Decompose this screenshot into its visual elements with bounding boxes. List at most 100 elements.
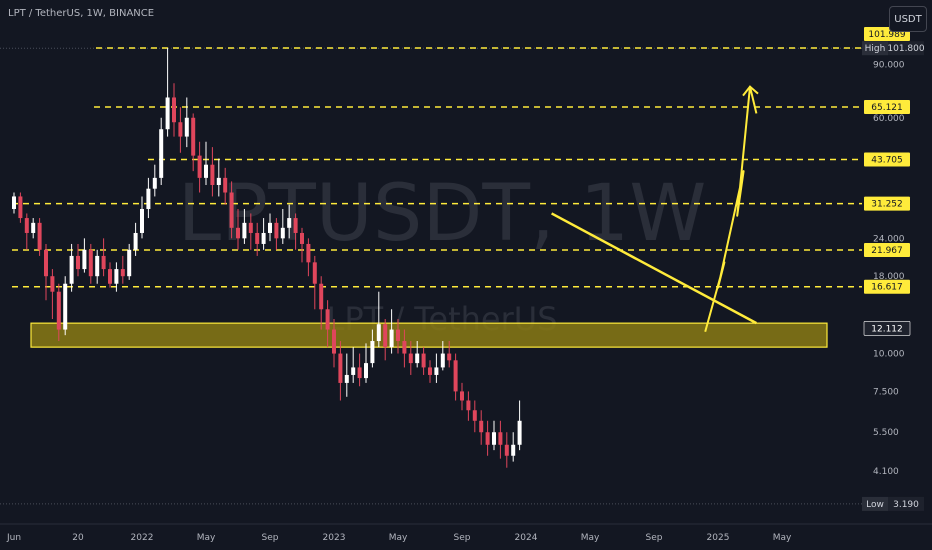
candle-body bbox=[178, 122, 183, 137]
candle-body bbox=[114, 269, 119, 284]
candle-body bbox=[69, 255, 74, 284]
candle-body bbox=[223, 177, 228, 193]
candle-body bbox=[293, 218, 298, 233]
candle-body bbox=[428, 367, 432, 375]
candle-body bbox=[101, 255, 106, 270]
price-tag-text: Low bbox=[866, 500, 884, 510]
price-tag-text: High bbox=[865, 44, 886, 54]
candle-body bbox=[325, 309, 330, 330]
candle-body bbox=[280, 227, 285, 239]
time-axis-tick-label: May bbox=[773, 533, 792, 543]
price-tag-text: 101.800 bbox=[887, 44, 924, 54]
price-tag-text: 101.989 bbox=[868, 30, 905, 40]
candle-body bbox=[492, 432, 496, 445]
candle-body bbox=[472, 410, 477, 421]
candle-body bbox=[37, 222, 42, 250]
candle-body bbox=[370, 341, 375, 364]
candle-body bbox=[88, 249, 93, 277]
candle-body bbox=[408, 353, 413, 364]
candle-body bbox=[248, 222, 253, 233]
candle-body bbox=[120, 269, 125, 277]
candle-body bbox=[338, 353, 343, 383]
candle-body bbox=[517, 420, 522, 445]
price-axis-tick-label: 24.000 bbox=[873, 234, 905, 244]
price-tag-low-label bbox=[862, 496, 888, 511]
candle-body bbox=[421, 353, 426, 368]
candle-body bbox=[344, 374, 349, 383]
symbol-title: LPT / TetherUS, 1W, BINANCE bbox=[8, 8, 155, 19]
candle-body bbox=[389, 329, 394, 348]
candle-body bbox=[63, 283, 68, 330]
candle-body bbox=[376, 324, 381, 342]
candle-body bbox=[24, 218, 29, 233]
candle-body bbox=[18, 196, 23, 219]
candle-body bbox=[402, 341, 407, 354]
time-axis-tick-label: Sep bbox=[262, 533, 279, 543]
candle-body bbox=[184, 117, 189, 137]
candle-body bbox=[242, 222, 247, 239]
price-axis-tick-label: 5.500 bbox=[873, 428, 899, 438]
time-axis-tick-label: Sep bbox=[454, 533, 471, 543]
candle-body bbox=[268, 222, 272, 233]
time-axis-tick-label: 20 bbox=[72, 533, 84, 543]
candle-body bbox=[216, 177, 221, 185]
candles-group bbox=[12, 48, 522, 468]
candle-body bbox=[364, 363, 368, 379]
candle-body bbox=[453, 360, 458, 392]
price-tag-high-value bbox=[888, 41, 924, 56]
price-tag-21-967 bbox=[864, 242, 910, 257]
price-tag-text: 3.190 bbox=[893, 500, 919, 510]
time-axis-tick-label: 2024 bbox=[515, 533, 538, 543]
currency-selector-button[interactable]: USDT bbox=[889, 6, 927, 32]
candle-body bbox=[415, 353, 420, 364]
candle-body bbox=[146, 188, 151, 209]
time-axis-tick-label: 2022 bbox=[131, 533, 154, 543]
candle-body bbox=[498, 432, 503, 445]
candle-body bbox=[82, 249, 87, 270]
candle-body bbox=[447, 353, 452, 361]
candle-body bbox=[76, 255, 80, 270]
candle-body bbox=[255, 232, 260, 244]
price-tag-12-112 bbox=[863, 321, 911, 336]
candle-body bbox=[165, 97, 170, 130]
price-axis-tick-label: 60.000 bbox=[873, 114, 905, 124]
trendline bbox=[551, 212, 757, 325]
price-tag-text: 21.967 bbox=[871, 246, 903, 256]
price-axis-tick-label: 18.000 bbox=[873, 272, 905, 282]
candle-body bbox=[306, 243, 311, 263]
candle-body bbox=[95, 255, 100, 277]
candle-body bbox=[56, 291, 61, 330]
price-tag-high-label bbox=[862, 41, 888, 56]
price-axis-tick-label: 90.000 bbox=[873, 60, 905, 70]
candle-body bbox=[152, 177, 157, 189]
candle-body bbox=[108, 269, 112, 284]
candle-body bbox=[191, 117, 196, 156]
candle-body bbox=[261, 232, 266, 244]
price-tag-16-617 bbox=[864, 279, 910, 294]
candle-body bbox=[172, 97, 176, 123]
candle-body bbox=[12, 196, 16, 209]
candle-body bbox=[511, 444, 516, 456]
price-axis-tick-label: 4.100 bbox=[873, 467, 899, 477]
price-axis-tick-label: 7.500 bbox=[873, 387, 899, 397]
time-axis-tick-label: May bbox=[581, 533, 600, 543]
candle-body bbox=[204, 164, 208, 178]
candle-body bbox=[440, 353, 445, 368]
time-axis-tick-label: May bbox=[389, 533, 408, 543]
price-tag-text: 31.252 bbox=[871, 200, 903, 210]
candle-body bbox=[274, 222, 279, 239]
time-axis-tick-label: 2025 bbox=[707, 533, 730, 543]
price-tag-65-121 bbox=[864, 99, 910, 114]
candle-body bbox=[229, 192, 234, 228]
candle-body bbox=[127, 249, 132, 277]
price-tag-text: 12.112 bbox=[871, 324, 903, 334]
candle-body bbox=[236, 227, 240, 239]
time-axis-tick-label: 2023 bbox=[323, 533, 346, 543]
candle-body bbox=[312, 262, 317, 284]
price-tag-43-705 bbox=[864, 152, 910, 167]
candle-body bbox=[504, 444, 509, 456]
price-tag-low-value bbox=[888, 496, 924, 511]
candle-body bbox=[434, 367, 439, 375]
support-zone bbox=[30, 322, 828, 348]
